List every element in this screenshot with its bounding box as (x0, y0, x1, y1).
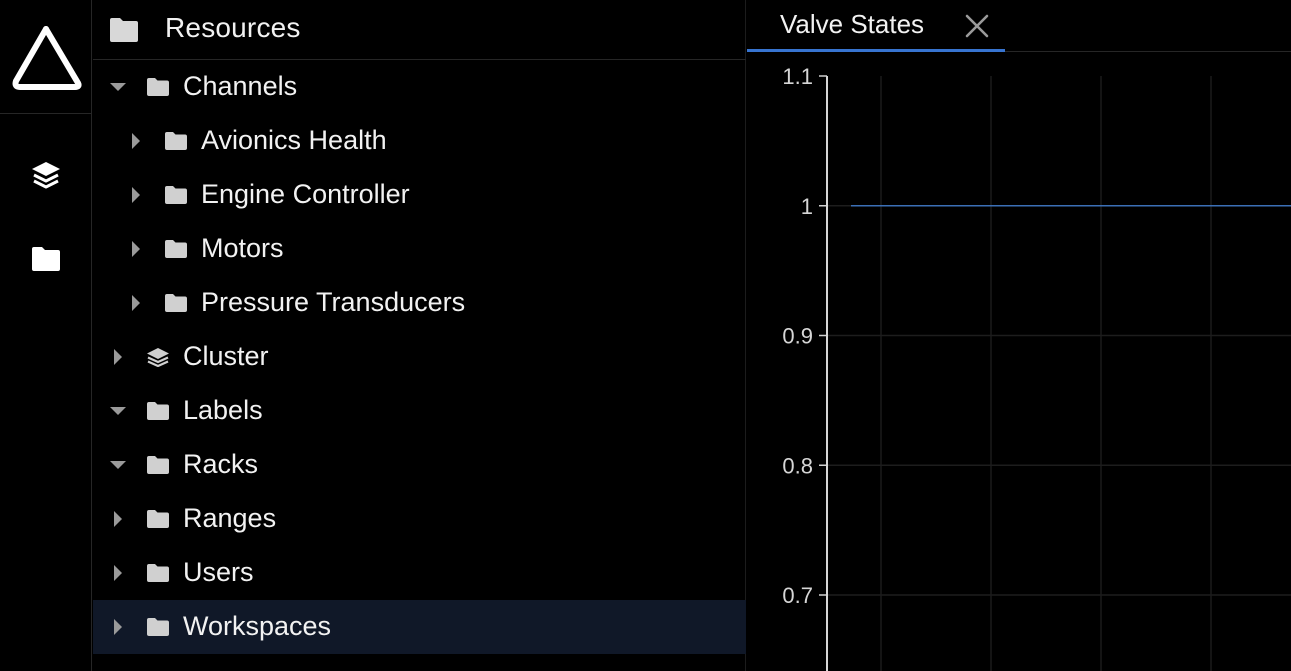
tree-item-label: Racks (183, 449, 259, 479)
tree-item-labels[interactable]: Labels (93, 384, 746, 438)
caret-right-icon[interactable] (109, 618, 127, 636)
tab-bar: Valve States (747, 0, 1291, 52)
tab-valve-states[interactable]: Valve States (747, 0, 1005, 52)
tree-item-ranges[interactable]: Ranges (93, 492, 746, 546)
tree-item-label: Ranges (183, 503, 277, 533)
app-logo[interactable] (0, 0, 92, 114)
folder-icon (147, 402, 169, 420)
tree-item-label: Avionics Health (201, 125, 387, 155)
tree-item-pressure-transducers[interactable]: Pressure Transducers (93, 276, 746, 330)
y-tick-label: 0.8 (782, 453, 813, 478)
tree-item-label: Pressure Transducers (201, 287, 466, 317)
resources-header: Resources (93, 0, 746, 60)
folder-icon (110, 18, 138, 42)
y-tick-label: 0.7 (782, 583, 813, 608)
tree-item-users[interactable]: Users (93, 546, 746, 600)
caret-right-icon[interactable] (127, 186, 145, 204)
tab-label: Valve States (780, 9, 925, 39)
y-tick-label: 0.9 (782, 324, 813, 349)
tree-item-engine-controller[interactable]: Engine Controller (93, 168, 746, 222)
folder-icon (147, 456, 169, 474)
folder-icon (147, 564, 169, 582)
layers-icon (32, 162, 60, 189)
resources-title: Resources (165, 12, 301, 43)
folder-icon (147, 510, 169, 528)
tree-item-motors[interactable]: Motors (93, 222, 746, 276)
tree-item-channels[interactable]: Channels (93, 60, 746, 114)
y-tick-label: 1.1 (782, 64, 813, 89)
tree-item-label: Motors (201, 233, 284, 263)
tree-item-cluster[interactable]: Cluster (93, 330, 746, 384)
caret-down-icon[interactable] (109, 402, 127, 420)
folder-icon (32, 247, 60, 271)
tree-item-label: Users (183, 557, 254, 587)
tree-item-label: Channels (183, 71, 298, 101)
nav-rail (0, 0, 92, 671)
caret-down-icon[interactable] (109, 78, 127, 96)
tree-item-label: Workspaces (183, 611, 332, 641)
tree-item-avionics-health[interactable]: Avionics Health (93, 114, 746, 168)
rail-cluster-button[interactable] (0, 146, 92, 206)
caret-right-icon[interactable] (109, 510, 127, 528)
tree-item-label: Labels (183, 395, 263, 425)
tree-item-label: Engine Controller (201, 179, 410, 209)
tree-item-workspaces[interactable]: Workspaces (93, 600, 746, 654)
folder-icon (165, 294, 187, 312)
caret-right-icon[interactable] (127, 240, 145, 258)
folder-icon (165, 240, 187, 258)
caret-down-icon[interactable] (109, 456, 127, 474)
y-tick-label: 1 (801, 194, 813, 219)
resources-panel: Resources Channels Avionics Health Engine … (93, 0, 746, 671)
close-icon[interactable] (963, 12, 991, 40)
line-plot[interactable]: 1.1 1 0.9 0.8 0.7 (747, 53, 1291, 671)
caret-right-icon[interactable] (109, 348, 127, 366)
layers-icon (147, 348, 169, 367)
tree-item-label: Cluster (183, 341, 269, 371)
tree-item-racks[interactable]: Racks (93, 438, 746, 492)
folder-icon (165, 186, 187, 204)
rail-resources-button[interactable] (0, 229, 92, 289)
synnax-triangle-logo-icon (12, 25, 82, 90)
folder-icon (147, 78, 169, 96)
folder-icon (147, 618, 169, 636)
plot-canvas: 1.1 1 0.9 0.8 0.7 (782, 64, 1291, 671)
caret-right-icon[interactable] (127, 132, 145, 150)
caret-right-icon[interactable] (127, 294, 145, 312)
caret-right-icon[interactable] (109, 564, 127, 582)
folder-icon (165, 132, 187, 150)
